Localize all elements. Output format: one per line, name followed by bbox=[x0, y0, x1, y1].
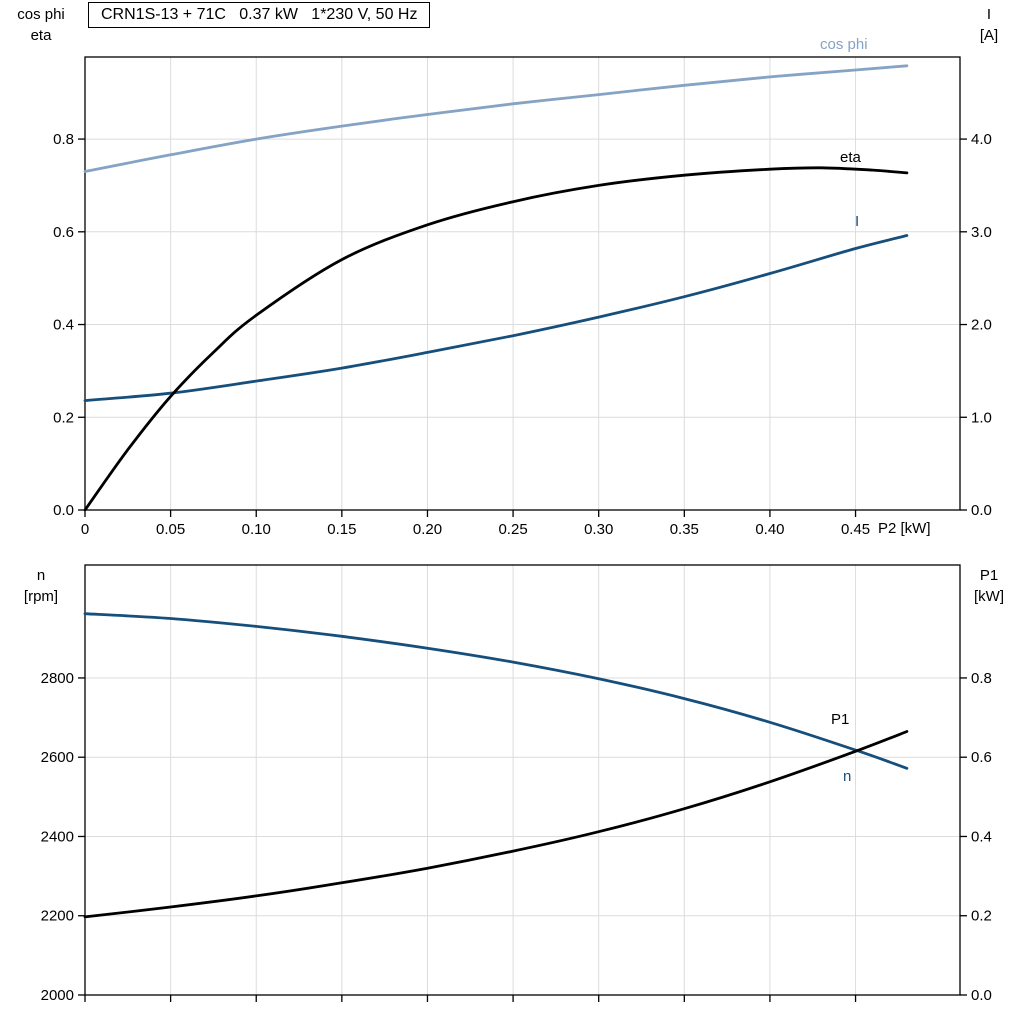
right-axis-label-line2: [kW] bbox=[974, 588, 1004, 605]
svg-text:0.2: 0.2 bbox=[971, 908, 992, 925]
svg-text:0.6: 0.6 bbox=[971, 749, 992, 766]
right-axis-label-line1: I bbox=[986, 6, 992, 23]
right-axis-label-line2: [A] bbox=[979, 27, 999, 44]
svg-text:3.0: 3.0 bbox=[971, 224, 992, 241]
bottom-right-axis-label: P1 [kW] bbox=[958, 565, 1020, 607]
svg-text:0.6: 0.6 bbox=[53, 224, 74, 241]
svg-text:0.8: 0.8 bbox=[971, 670, 992, 687]
right-axis-label-line1: P1 bbox=[979, 567, 999, 584]
svg-text:2400: 2400 bbox=[41, 828, 74, 845]
svg-text:2.0: 2.0 bbox=[971, 317, 992, 334]
left-axis-label-line1: n bbox=[36, 567, 46, 584]
svg-text:0.0: 0.0 bbox=[53, 502, 74, 519]
svg-text:4.0: 4.0 bbox=[971, 131, 992, 148]
n-curve-label: n bbox=[843, 768, 852, 785]
svg-text:0.4: 0.4 bbox=[971, 828, 992, 845]
svg-text:0.0: 0.0 bbox=[971, 987, 992, 1004]
left-axis-label-line1: cos phi bbox=[17, 6, 65, 23]
svg-text:0.30: 0.30 bbox=[584, 521, 613, 538]
eta-curve-label: eta bbox=[840, 149, 861, 166]
svg-text:2800: 2800 bbox=[41, 670, 74, 687]
svg-text:0.8: 0.8 bbox=[53, 131, 74, 148]
x-axis-label: P2 [kW] bbox=[878, 520, 931, 537]
svg-text:0.4: 0.4 bbox=[53, 317, 74, 334]
left-axis-label-line2: [rpm] bbox=[23, 588, 59, 605]
svg-text:0.05: 0.05 bbox=[156, 521, 185, 538]
svg-text:0: 0 bbox=[81, 521, 89, 538]
svg-text:2600: 2600 bbox=[41, 749, 74, 766]
top-left-axis-label: cos phi eta bbox=[2, 4, 80, 46]
svg-text:0.0: 0.0 bbox=[971, 502, 992, 519]
svg-text:0.20: 0.20 bbox=[413, 521, 442, 538]
cos-phi-curve-label: cos phi bbox=[820, 36, 868, 53]
svg-text:0.35: 0.35 bbox=[670, 521, 699, 538]
top-right-axis-label: I [A] bbox=[958, 4, 1020, 46]
svg-text:0.45: 0.45 bbox=[841, 521, 870, 538]
svg-text:2000: 2000 bbox=[41, 987, 74, 1004]
svg-text:0.40: 0.40 bbox=[755, 521, 784, 538]
current-curve-label: I bbox=[855, 213, 860, 230]
svg-text:2200: 2200 bbox=[41, 908, 74, 925]
left-axis-label-line2: eta bbox=[30, 27, 52, 44]
svg-text:0.15: 0.15 bbox=[327, 521, 356, 538]
svg-text:1.0: 1.0 bbox=[971, 409, 992, 426]
p1-curve-label: P1 bbox=[831, 711, 850, 728]
svg-text:0.2: 0.2 bbox=[53, 409, 74, 426]
svg-text:0.10: 0.10 bbox=[242, 521, 271, 538]
svg-text:0.25: 0.25 bbox=[498, 521, 527, 538]
chart-title-box: CRN1S-13 + 71C 0.37 kW 1*230 V, 50 Hz bbox=[88, 2, 431, 28]
bottom-left-axis-label: n [rpm] bbox=[2, 565, 80, 607]
